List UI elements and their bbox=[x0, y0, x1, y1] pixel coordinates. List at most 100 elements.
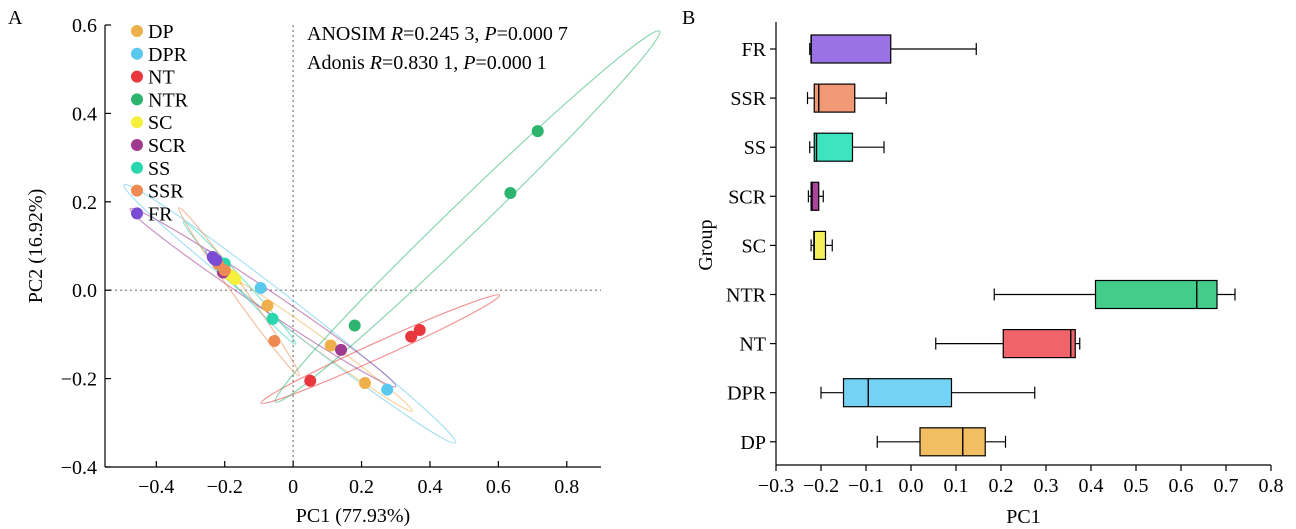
legend-marker-fr bbox=[131, 207, 143, 220]
box-dp bbox=[876, 427, 1007, 457]
legend-marker-ntr bbox=[131, 93, 143, 106]
point-nt bbox=[405, 330, 418, 343]
stats-anosim-p-value: =0.000 7 bbox=[497, 23, 568, 45]
y-axis-title: PC2 (16.92%) bbox=[25, 189, 47, 303]
point-dpr bbox=[381, 383, 394, 396]
stats-anosim-p-symbol: P bbox=[483, 23, 496, 45]
x-tick-label: 0.3 bbox=[1034, 475, 1059, 497]
legend-label-nt: NT bbox=[148, 67, 175, 89]
point-dp bbox=[261, 299, 274, 312]
box-ss bbox=[809, 132, 885, 162]
legend-marker-nt bbox=[131, 70, 143, 83]
y-tick-label: −0.2 bbox=[61, 369, 97, 391]
point-sc bbox=[228, 273, 241, 286]
box-body-ntr bbox=[1094, 279, 1218, 310]
box-ntr bbox=[993, 279, 1236, 310]
stats-adonis-name: Adonis bbox=[307, 52, 370, 74]
y-tick-label: 0.0 bbox=[72, 280, 97, 302]
legend-label-fr: FR bbox=[148, 203, 173, 225]
x-tick-label: 0.2 bbox=[989, 475, 1014, 497]
box-body-ssr bbox=[813, 83, 856, 113]
legend-label-dp: DP bbox=[148, 21, 174, 43]
legend-label-dpr: DPR bbox=[148, 44, 188, 66]
point-ntr bbox=[531, 125, 544, 138]
stats-adonis-p-value: =0.000 1 bbox=[476, 52, 547, 74]
x-tick-label: −0.4 bbox=[138, 476, 174, 498]
x-tick-label: 0.8 bbox=[554, 476, 579, 498]
y-tick-label: 0.6 bbox=[72, 15, 97, 37]
panel-b-letter: B bbox=[682, 7, 695, 29]
point-nt bbox=[413, 323, 426, 336]
box-body-fr bbox=[810, 34, 892, 64]
panel-a-letter: A bbox=[8, 7, 23, 29]
stats-adonis-r-value: =0.830 1, bbox=[382, 52, 463, 74]
y-tick-label-ss: SS bbox=[744, 137, 766, 159]
y-tick-label-sc: SC bbox=[742, 235, 766, 257]
stats-adonis-p-symbol: P bbox=[462, 52, 475, 74]
y-tick-label: −0.4 bbox=[61, 457, 97, 479]
x-tick-label: 0.4 bbox=[417, 476, 442, 498]
y-tick-label: 0.4 bbox=[72, 103, 97, 125]
legend-label-ssr: SSR bbox=[148, 181, 184, 203]
legend-marker-dpr bbox=[131, 47, 143, 60]
group-ellipse-ntr bbox=[274, 30, 661, 403]
x-tick-label: 0.7 bbox=[1214, 475, 1239, 497]
y-tick-label-ntr: NTR bbox=[726, 285, 767, 307]
y-tick-label-dpr: DPR bbox=[727, 383, 767, 405]
x-tick-label: 0.2 bbox=[349, 476, 374, 498]
x-tick-label: 0.6 bbox=[1169, 475, 1194, 497]
stats-anosim-name: ANOSIM bbox=[307, 23, 391, 45]
box-scr bbox=[807, 181, 824, 211]
point-scr bbox=[335, 343, 348, 356]
point-ssr bbox=[218, 264, 231, 277]
legend-label-ss: SS bbox=[148, 158, 170, 180]
pc1-boxplot-chart: −0.3 −0.2 −0.1 0.0 0.1 0.2 0.3 0.4 0.5 0.6 0.7 0.8 P… bbox=[695, 22, 1284, 528]
x-tick-label: −0.1 bbox=[848, 475, 884, 497]
legend-marker-ss bbox=[131, 161, 143, 174]
y-tick-label-fr: FR bbox=[742, 39, 767, 61]
point-fr bbox=[210, 254, 223, 267]
point-dpr bbox=[254, 281, 267, 294]
point-nt bbox=[304, 374, 317, 387]
legend-marker-sc bbox=[131, 116, 143, 129]
box-body-dp bbox=[919, 427, 986, 457]
x-tick-label: −0.2 bbox=[803, 475, 839, 497]
y-tick-label: 0.2 bbox=[72, 192, 97, 214]
point-dp bbox=[324, 339, 337, 352]
box-nt bbox=[935, 329, 1081, 359]
x-axis-title: PC1 (77.93%) bbox=[296, 505, 410, 527]
point-ss bbox=[266, 312, 279, 325]
y-tick-label-dp: DP bbox=[740, 432, 766, 454]
x-tick-label: 0.1 bbox=[944, 475, 969, 497]
x-tick-label: 0.6 bbox=[486, 476, 511, 498]
y-tick-label-scr: SCR bbox=[728, 186, 766, 208]
legend-marker-dp bbox=[131, 25, 143, 37]
legend-label-ntr: NTR bbox=[148, 89, 189, 111]
stats-adonis-r-symbol: R bbox=[369, 52, 382, 74]
group-ellipse-scr bbox=[129, 207, 397, 388]
legend-marker-ssr bbox=[131, 184, 143, 197]
group-ellipse-nt bbox=[260, 294, 501, 405]
x-tick-label: −0.3 bbox=[758, 475, 794, 497]
point-ntr bbox=[504, 186, 517, 199]
legend-label-scr: SCR bbox=[148, 135, 186, 157]
box-body-sc bbox=[813, 230, 827, 260]
x-axis-title: PC1 bbox=[1006, 506, 1040, 528]
legend-label-sc: SC bbox=[148, 112, 172, 134]
box-dpr bbox=[820, 378, 1036, 408]
x-tick-label: 0.0 bbox=[899, 475, 924, 497]
stats-anosim-r-symbol: R bbox=[390, 23, 403, 45]
x-tick-label: 0.4 bbox=[1079, 475, 1104, 497]
box-body-nt bbox=[1002, 329, 1076, 359]
box-body-ss bbox=[813, 132, 854, 162]
x-tick-label: 0.5 bbox=[1124, 475, 1149, 497]
box-sc bbox=[810, 230, 833, 260]
group-ellipse-ss bbox=[182, 220, 297, 345]
stats-anosim-r-value: =0.245 3, bbox=[403, 23, 484, 45]
stats-adonis: Adonis R=0.830 1, P=0.000 1 bbox=[307, 52, 547, 74]
point-dp bbox=[358, 377, 371, 390]
group-ellipse-ssr bbox=[178, 207, 300, 377]
box-body-dpr bbox=[842, 378, 953, 408]
x-tick-label: 0 bbox=[288, 476, 298, 498]
